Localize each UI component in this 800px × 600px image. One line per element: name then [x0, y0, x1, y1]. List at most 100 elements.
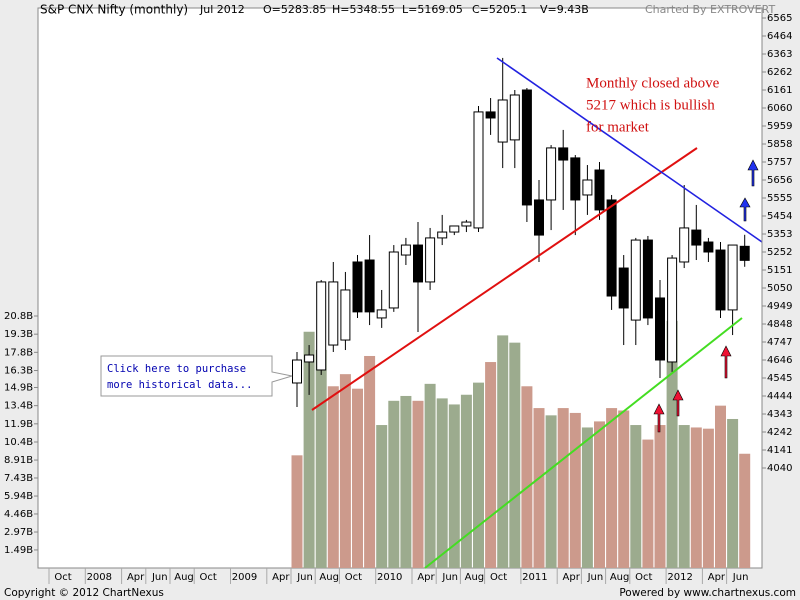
x-tick-label: Apr [272, 572, 290, 583]
y2-tick-label: 8.91B [4, 455, 33, 466]
x-tick-label: 2008 [87, 572, 112, 583]
y-tick-label: 4242 [767, 427, 792, 438]
header-info: Jul 2012 [199, 3, 245, 16]
volume-bar [702, 428, 714, 568]
y-tick-label: 4848 [767, 319, 792, 330]
volume-bar [545, 415, 557, 568]
volume-bar [569, 412, 581, 568]
candle-body [364, 259, 375, 313]
candle-body [376, 309, 387, 319]
candle-body [594, 169, 605, 211]
volume-bar [376, 425, 388, 568]
candle-body [400, 244, 411, 256]
y-tick-label: 5757 [767, 157, 792, 168]
credit: Charted By EXTROVERT [645, 3, 775, 16]
candle-body [739, 245, 750, 261]
candle-body [304, 354, 315, 363]
volume-bar [364, 355, 376, 568]
volume-bar [485, 362, 497, 568]
volume-bar [666, 320, 678, 568]
x-tick-label: 2011 [522, 572, 547, 583]
candle-body [667, 257, 678, 363]
volume-bar [339, 374, 351, 568]
volume-bar [448, 404, 460, 568]
candle-body [437, 231, 448, 239]
volume-bar [388, 400, 400, 568]
y-tick-label: 6565 [767, 13, 792, 24]
x-tick-label: Oct [490, 572, 507, 583]
candle-body [618, 267, 629, 309]
x-tick-label: Jun [441, 572, 458, 583]
y-tick-label: 5454 [767, 211, 792, 222]
candle-body [497, 99, 508, 143]
arrow-up [720, 345, 732, 379]
candle-body [449, 225, 460, 233]
y2-tick-label: 17.8B [4, 347, 33, 358]
volume-bar [327, 386, 339, 568]
footer: Copyright © 2012 ChartNexus [4, 587, 164, 599]
y-tick-label: 4444 [767, 391, 792, 402]
y-tick-label: 5252 [767, 247, 792, 258]
annotation: 5217 which is bullish [586, 97, 715, 113]
y-tick-label: 4646 [767, 355, 792, 366]
y2-tick-label: 20.8B [4, 311, 33, 322]
x-tick-label: Aug [465, 572, 485, 583]
y-tick-label: 4545 [767, 373, 792, 384]
volume-bar [594, 421, 605, 568]
x-tick-label: 2012 [667, 572, 692, 583]
candle-body [485, 111, 496, 119]
y-tick-label: 6161 [767, 85, 792, 96]
candle-body [655, 297, 665, 361]
y2-tick-label: 19.3B [4, 329, 33, 340]
arrow-up [747, 159, 759, 187]
candle-body [582, 179, 593, 196]
y2-tick-label: 10.4B [4, 437, 33, 448]
trend-line [311, 147, 698, 411]
volume-bar [303, 331, 315, 568]
y2-tick-label: 5.94B [4, 491, 33, 502]
y-tick-label: 5151 [767, 265, 792, 276]
candle-body [703, 241, 714, 253]
volume-bar [352, 388, 363, 568]
y2-tick-label: 2.97B [4, 527, 33, 538]
candle-body [473, 111, 484, 229]
y-tick-label: 4040 [767, 463, 792, 474]
x-tick-label: Apr [127, 572, 145, 583]
header-info: L=5169.05 [402, 3, 463, 16]
annotation: for market [586, 119, 650, 135]
y-tick-label: 6363 [767, 49, 792, 60]
volume-bar [727, 418, 739, 568]
callout[interactable]: Click here to purchase more historical d… [100, 355, 293, 397]
volume-bar [739, 453, 751, 568]
callout-text[interactable]: more historical data... [107, 379, 252, 391]
y-tick-label: 5959 [767, 121, 792, 132]
header-info: H=5348.55 [332, 3, 395, 16]
volume-bar [497, 335, 509, 568]
x-tick-label: 2009 [232, 572, 257, 583]
volume-bar [509, 342, 521, 568]
x-tick-label: Aug [174, 572, 194, 583]
candle-body [715, 249, 726, 311]
volume-bar [581, 427, 593, 568]
callout-box[interactable] [100, 355, 293, 397]
x-tick-label: Apr [563, 572, 581, 583]
x-tick-label: Aug [610, 572, 630, 583]
candle-body [558, 147, 569, 161]
candle-body [328, 281, 339, 346]
x-tick-label: Oct [635, 572, 652, 583]
arrow-up [739, 197, 751, 222]
x-tick-label: Jun [151, 572, 168, 583]
candle-body [642, 239, 653, 319]
candle-body [546, 147, 557, 201]
y2-tick-label: 13.4B [4, 401, 33, 412]
volume-bar [533, 408, 545, 568]
candle-body [425, 237, 436, 283]
callout-text[interactable]: Click here to purchase [107, 363, 246, 375]
candle-body [630, 239, 641, 321]
arrow-up [672, 389, 684, 417]
y2-tick-label: 7.43B [4, 473, 33, 484]
y-tick-label: 5656 [767, 175, 792, 186]
x-tick-label: Jun [732, 572, 749, 583]
chart-title: S&P CNX Nifty (monthly) [40, 3, 188, 17]
footer[interactable]: Powered by www.chartnexus.com [619, 587, 796, 599]
